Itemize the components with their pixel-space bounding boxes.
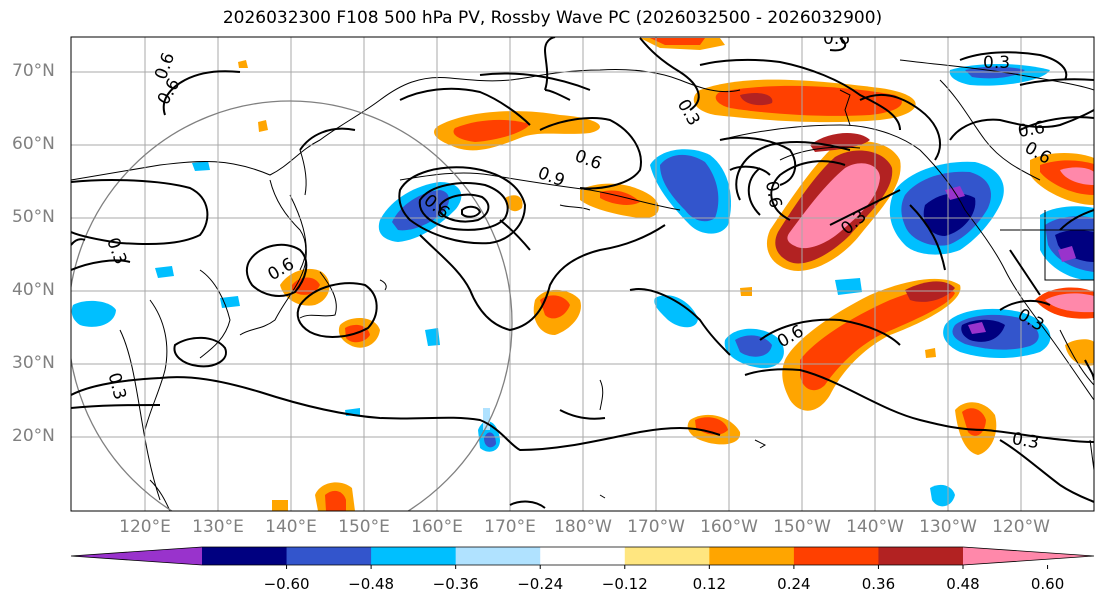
lon-label: 160°E	[411, 517, 463, 537]
lat-label-50n: 50°N	[12, 207, 55, 227]
colorbar-tick-label: 0.12	[692, 575, 727, 593]
lat-label-70n: 70°N	[12, 61, 55, 81]
lon-label: 170°W	[627, 517, 685, 537]
colorbar-tick-label: −0.60	[263, 575, 310, 593]
colorbar-tick-label: 0.24	[777, 575, 811, 593]
pv-contours	[71, 37, 1094, 509]
lat-label-40n: 40°N	[12, 280, 55, 300]
map-frame	[70, 36, 1095, 512]
region-circle	[71, 100, 513, 511]
contour-label: 0.3	[983, 53, 1010, 73]
colorbar-tick-label: 0.60	[1030, 575, 1065, 593]
colorbar-tick-label: −0.36	[432, 575, 479, 593]
colorbar-bin	[709, 547, 795, 565]
lon-label: 130°W	[919, 517, 977, 537]
lat-label-20n: 20°N	[12, 426, 55, 446]
colorbar-bin	[540, 547, 626, 565]
contour-label: 0.3	[1010, 429, 1040, 453]
colorbar-bin	[371, 547, 457, 565]
lon-label: 120°E	[119, 517, 171, 537]
colorbar-tick-label: −0.12	[601, 575, 648, 593]
colorbar	[70, 546, 1095, 569]
graticule	[71, 37, 1094, 511]
lon-label: 160°W	[700, 517, 758, 537]
colorbar-outline	[70, 546, 1095, 566]
negative-anomaly-regions	[71, 64, 1094, 507]
lon-label: 180°W	[554, 517, 612, 537]
lon-label: 150°E	[338, 517, 390, 537]
contour-label: 0.6	[761, 179, 785, 209]
lon-label: 140°W	[846, 517, 904, 537]
lon-label: 130°E	[192, 517, 244, 537]
lon-label: 140°E	[265, 517, 317, 537]
colorbar-tick-label: −0.24	[517, 575, 564, 593]
lat-label-30n: 30°N	[12, 353, 55, 373]
colorbar-bin	[455, 547, 541, 565]
colorbar-bin	[878, 547, 964, 565]
colorbar-tick-label: 0.36	[861, 575, 896, 593]
positive-anomaly-regions	[238, 38, 1094, 511]
lon-label: 170°E	[484, 517, 536, 537]
colorbar-tick-label: 0.48	[946, 575, 980, 593]
lon-label: 120°W	[992, 517, 1050, 537]
colorbar-bin	[793, 547, 879, 565]
map-title: 2026032300 F108 500 hPa PV, Rossby Wave …	[222, 8, 883, 28]
contour-label: 0.6	[1016, 118, 1046, 142]
colorbar-bin	[624, 547, 710, 565]
colorbar-bin	[286, 547, 372, 565]
colorbar-bin	[202, 547, 288, 565]
colorbar-tick-label: −0.48	[348, 575, 395, 593]
colorbar-extend-high	[963, 547, 1094, 565]
lat-label-60n: 60°N	[12, 134, 55, 154]
colorbar-extend-low	[71, 547, 202, 565]
lon-label: 150°W	[773, 517, 831, 537]
contour-label: 0.6	[823, 29, 850, 49]
